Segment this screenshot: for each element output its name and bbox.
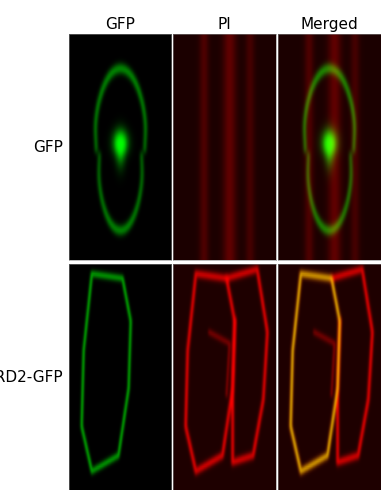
Text: Merged: Merged — [301, 17, 359, 32]
Text: PI: PI — [218, 17, 232, 32]
Text: GFP: GFP — [33, 140, 63, 155]
Text: GFP: GFP — [105, 17, 135, 32]
Text: SRD2-GFP: SRD2-GFP — [0, 369, 63, 385]
